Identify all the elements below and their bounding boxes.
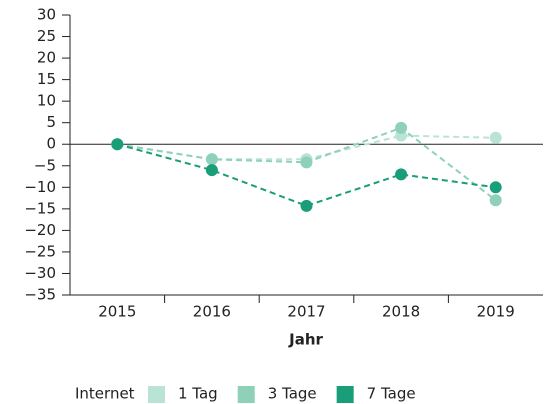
data-point [489, 131, 502, 144]
y-tick-label: 10 [37, 92, 56, 110]
y-tick-label: −35 [24, 286, 56, 304]
data-point [205, 153, 218, 166]
legend-label: 7 Tage [367, 385, 416, 403]
x-tick-label: 2017 [287, 303, 325, 321]
data-point [205, 164, 218, 177]
legend-label: 3 Tage [268, 385, 317, 403]
x-tick-label: 2019 [477, 303, 515, 321]
y-tick-label: −5 [34, 156, 56, 174]
legend-title: Internet [75, 385, 135, 403]
y-tick-label: 15 [37, 70, 56, 88]
series-line [117, 143, 496, 207]
legend-swatch [237, 386, 255, 403]
y-tick-label: 0 [46, 135, 56, 153]
legend-label: 1 Tag [178, 385, 218, 403]
legend-swatch [336, 386, 354, 403]
y-tick-label: −20 [24, 221, 56, 239]
legend-swatch [148, 386, 165, 403]
x-tick-label: 2016 [193, 303, 231, 321]
y-tick-label: 30 [37, 6, 56, 24]
y-tick-label: 25 [37, 27, 56, 45]
x-tick-label: 2018 [382, 303, 420, 321]
data-point [300, 156, 313, 169]
y-tick-label: −30 [24, 264, 56, 282]
data-point [489, 194, 502, 207]
y-tick-label: −10 [24, 178, 56, 196]
y-tick-label: −15 [24, 199, 56, 217]
y-tick-label: 20 [37, 49, 56, 67]
data-point [395, 168, 408, 181]
x-tick-label: 2015 [98, 303, 136, 321]
data-point [395, 121, 408, 134]
y-tick-label: 5 [46, 113, 56, 131]
data-point [489, 181, 502, 194]
y-tick-label: −25 [24, 242, 56, 260]
x-axis-label: Jahr [288, 331, 323, 349]
data-point [300, 199, 313, 212]
data-point [111, 138, 124, 151]
